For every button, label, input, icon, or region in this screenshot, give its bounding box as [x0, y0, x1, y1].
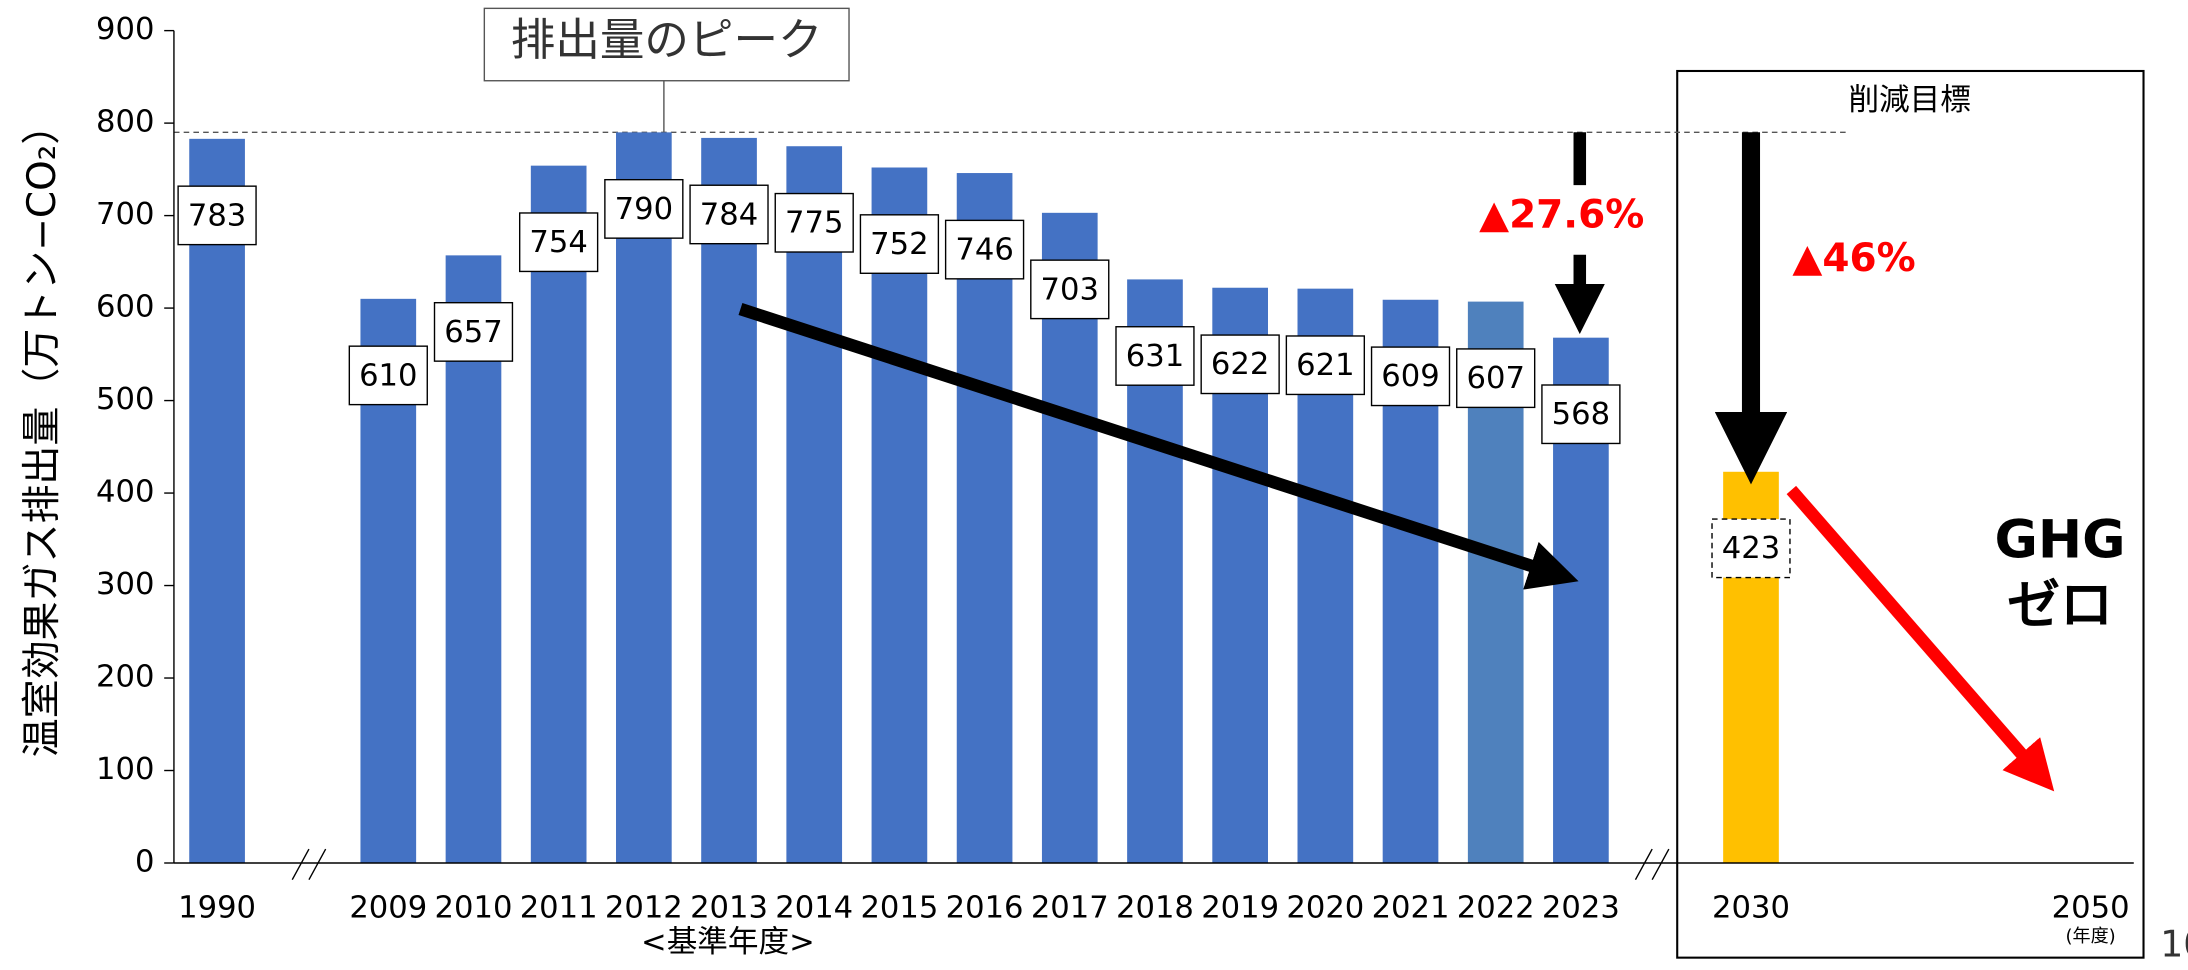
year-unit: (年度)	[2065, 926, 2115, 947]
x-tick-label: 2015	[860, 890, 938, 925]
bar	[616, 132, 672, 863]
bar	[956, 173, 1013, 863]
bar	[786, 146, 843, 863]
x-tick-label: 2011	[520, 890, 598, 925]
value-label-box	[1711, 518, 1791, 579]
value-label: 783	[188, 198, 246, 233]
value-label-box	[433, 301, 514, 362]
bar	[1041, 212, 1098, 863]
value-label: 621	[1296, 348, 1354, 383]
x-tick-label: 2022	[1457, 890, 1535, 925]
ghg-label: GHG	[1994, 509, 2125, 570]
x-tick-label: 2017	[1031, 890, 1109, 925]
base-year-label: <基準年度>	[641, 925, 815, 960]
x-tick-label: 2030	[1712, 890, 1790, 925]
value-label-box	[1030, 259, 1110, 320]
y-tick-label: 100	[96, 752, 154, 787]
value-label-box	[1115, 326, 1195, 386]
value-label-box	[1370, 346, 1451, 407]
value-label: 775	[785, 206, 843, 241]
x-tick-label: 2014	[775, 890, 853, 925]
x-tick-label: 2009	[349, 890, 427, 925]
value-label: 610	[359, 358, 417, 393]
axis-break	[291, 848, 1670, 881]
zero-arrow	[1786, 485, 2055, 792]
value-label: 609	[1381, 359, 1439, 394]
bar	[871, 167, 928, 863]
peak-box	[483, 7, 850, 82]
value-label-box	[604, 178, 684, 239]
x-tick-label: 2020	[1286, 890, 1364, 925]
x-tick-label: 2012	[605, 890, 683, 925]
y-tick-label: 600	[96, 290, 154, 325]
value-label: 657	[444, 315, 502, 350]
reduction-target: ▲46%	[1792, 236, 1915, 281]
reduction-now: ▲27.6%	[1479, 193, 1644, 238]
value-label-box	[1200, 334, 1280, 395]
y-tick-label: 0	[135, 844, 154, 879]
value-label-box	[1285, 335, 1366, 396]
value-label-box	[774, 192, 854, 253]
target-label: 削減目標	[1848, 83, 1970, 118]
zero-label: ゼロ	[2007, 575, 2113, 636]
value-label-box	[944, 219, 1025, 280]
value-label: 790	[615, 192, 673, 227]
bar	[701, 137, 757, 863]
bar	[530, 165, 587, 863]
page-number: 10	[2160, 923, 2188, 966]
target-box	[1676, 69, 2145, 959]
value-label-box	[348, 345, 428, 406]
x-tick-label: 2021	[1372, 890, 1450, 925]
y-tick-label: 800	[96, 105, 154, 140]
y-tick-label: 700	[96, 197, 154, 232]
value-label: 622	[1211, 347, 1269, 382]
value-label: 754	[529, 225, 587, 260]
y-tick-label: 400	[96, 475, 154, 510]
trend-arrow	[738, 303, 1579, 590]
value-label: 423	[1722, 531, 1780, 566]
x-tick-label: 2016	[946, 890, 1024, 925]
value-label: 752	[870, 227, 928, 262]
x-tick-label: 1990	[178, 890, 256, 925]
value-label: 607	[1466, 361, 1524, 396]
value-label: 568	[1552, 397, 1610, 432]
y-tick-label: 500	[96, 382, 154, 417]
value-label: 746	[955, 232, 1013, 267]
peak-label: 排出量のピーク	[511, 14, 823, 66]
y-tick-label: 900	[96, 12, 154, 47]
value-label-box	[1541, 384, 1621, 445]
x-tick-label: 2019	[1201, 890, 1279, 925]
value-label-box	[1456, 348, 1536, 409]
value-label: 784	[700, 197, 758, 232]
y-tick-label: 200	[96, 660, 154, 695]
x-tick-label: 2010	[435, 890, 513, 925]
y-tick-label: 300	[96, 567, 154, 602]
x-tick-label: 2018	[1116, 890, 1194, 925]
value-label-box	[859, 214, 940, 274]
value-label-box	[177, 185, 257, 246]
value-label: 703	[1041, 272, 1099, 307]
value-label-box	[518, 212, 599, 273]
x-tick-label: 2013	[690, 890, 768, 925]
x-tick-label: 2050	[2052, 890, 2130, 925]
bar	[189, 138, 245, 863]
value-label-box	[689, 184, 769, 245]
value-label: 631	[1126, 339, 1184, 374]
x-tick-label: 2023	[1542, 890, 1620, 925]
y-axis-label: 温室効果ガス排出量（万トン−CO₂）	[20, 106, 65, 758]
